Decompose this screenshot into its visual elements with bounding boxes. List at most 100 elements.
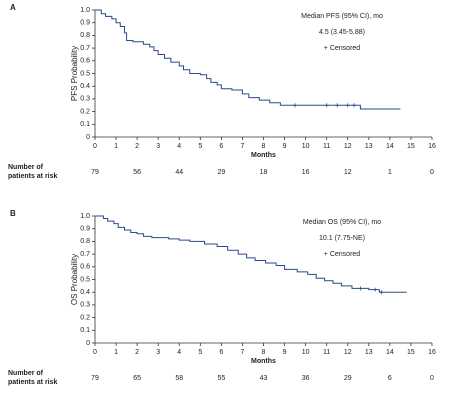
at-risk-count: 44 <box>175 169 183 176</box>
x-tick-label: 12 <box>344 349 352 356</box>
x-tick-label: 4 <box>177 349 181 356</box>
x-tick-label: 6 <box>219 349 223 356</box>
x-tick-label: 14 <box>386 349 394 356</box>
at-risk-count: 79 <box>91 169 99 176</box>
at-risk-count: 79 <box>91 375 99 382</box>
censor-mark <box>373 287 378 292</box>
y-tick-label: 0.4 <box>80 83 90 90</box>
at-risk-count: 16 <box>302 169 310 176</box>
x-tick-label: 3 <box>156 143 160 150</box>
y-tick-label: 0.3 <box>80 302 90 309</box>
censor-mark <box>352 103 357 108</box>
x-tick-label: 15 <box>407 349 415 356</box>
at-risk-count: 0 <box>430 169 434 176</box>
y-tick-label: 0.7 <box>80 251 90 258</box>
risk-label: patients at risk <box>8 173 58 180</box>
at-risk-count: 0 <box>430 375 434 382</box>
censor-mark <box>345 103 350 108</box>
survival-curve <box>95 9 401 110</box>
x-tick-label: 11 <box>323 143 330 150</box>
at-risk-count: 12 <box>344 169 352 176</box>
y-axis-label: OS Probability <box>70 254 79 305</box>
y-tick-label: 0.9 <box>80 20 90 27</box>
y-tick-label: 1.0 <box>80 213 90 220</box>
survival-curve <box>95 215 407 293</box>
risk-label: Number of <box>8 164 44 171</box>
risk-label: patients at risk <box>8 379 58 386</box>
at-risk-count: 58 <box>175 375 183 382</box>
at-risk-count: 18 <box>260 169 268 176</box>
x-tick-label: 2 <box>135 349 139 356</box>
legend-text: 4.5 (3.45-5.88) <box>319 29 365 36</box>
at-risk-count: 6 <box>388 375 392 382</box>
legend-text: 10.1 (7.75-NE) <box>319 235 365 242</box>
legend-text: Median PFS (95% CI), mo <box>301 13 383 20</box>
y-tick-label: 0.6 <box>80 58 90 65</box>
at-risk-count: 1 <box>388 169 392 176</box>
y-tick-label: 0 <box>86 134 90 141</box>
y-axis-label: PFS Probability <box>70 46 79 101</box>
at-risk-count: 56 <box>133 169 141 176</box>
y-tick-label: 0.2 <box>80 314 90 321</box>
x-tick-label: 15 <box>407 143 415 150</box>
y-tick-label: 0.9 <box>80 226 90 233</box>
x-tick-label: 10 <box>302 143 310 150</box>
legend-text: Median OS (95% CI), mo <box>303 219 381 226</box>
x-tick-label: 1 <box>114 143 118 150</box>
x-tick-label: 12 <box>344 143 352 150</box>
x-tick-label: 1 <box>114 349 118 356</box>
legend-text: + Censored <box>324 251 360 258</box>
y-tick-label: 0.1 <box>80 327 90 334</box>
x-tick-label: 13 <box>365 143 373 150</box>
at-risk-count: 29 <box>344 375 352 382</box>
x-tick-label: 2 <box>135 143 139 150</box>
censor-mark <box>324 103 329 108</box>
at-risk-count: 43 <box>260 375 268 382</box>
censor-mark <box>335 103 340 108</box>
x-tick-label: 8 <box>262 143 266 150</box>
x-tick-label: 7 <box>240 349 244 356</box>
x-tick-label: 5 <box>198 143 202 150</box>
y-tick-label: 0.2 <box>80 108 90 115</box>
x-tick-label: 3 <box>156 349 160 356</box>
x-tick-label: 9 <box>283 349 287 356</box>
risk-label: Number of <box>8 370 44 377</box>
at-risk-count: 29 <box>217 169 225 176</box>
x-tick-label: 16 <box>428 349 436 356</box>
y-tick-label: 0.1 <box>80 121 90 128</box>
x-tick-label: 11 <box>323 349 330 356</box>
x-tick-label: 13 <box>365 349 373 356</box>
x-tick-label: 9 <box>283 143 287 150</box>
censor-mark <box>358 286 363 291</box>
x-tick-label: 8 <box>262 349 266 356</box>
legend-text: + Censored <box>324 45 360 52</box>
y-tick-label: 0.5 <box>80 70 90 77</box>
x-tick-label: 4 <box>177 143 181 150</box>
y-tick-label: 0.4 <box>80 289 90 296</box>
at-risk-count: 36 <box>302 375 310 382</box>
x-axis-label: Months <box>251 358 276 365</box>
x-tick-label: 5 <box>198 349 202 356</box>
x-tick-label: 0 <box>93 143 97 150</box>
x-tick-label: 16 <box>428 143 436 150</box>
at-risk-count: 55 <box>217 375 225 382</box>
x-tick-label: 14 <box>386 143 394 150</box>
y-tick-label: 0.6 <box>80 264 90 271</box>
panel-letter: B <box>10 209 16 218</box>
y-tick-label: 0.3 <box>80 96 90 103</box>
x-axis-label: Months <box>251 152 276 159</box>
censor-mark <box>379 290 384 295</box>
at-risk-count: 65 <box>133 375 141 382</box>
y-tick-label: 0 <box>86 340 90 347</box>
x-tick-label: 6 <box>219 143 223 150</box>
x-tick-label: 7 <box>240 143 244 150</box>
x-tick-label: 0 <box>93 349 97 356</box>
x-tick-label: 10 <box>302 349 310 356</box>
y-tick-label: 1.0 <box>80 7 90 14</box>
y-tick-label: 0.7 <box>80 45 90 52</box>
y-tick-label: 0.8 <box>80 238 90 245</box>
censor-mark <box>293 103 298 108</box>
y-tick-label: 0.8 <box>80 32 90 39</box>
panel-letter: A <box>10 3 16 12</box>
